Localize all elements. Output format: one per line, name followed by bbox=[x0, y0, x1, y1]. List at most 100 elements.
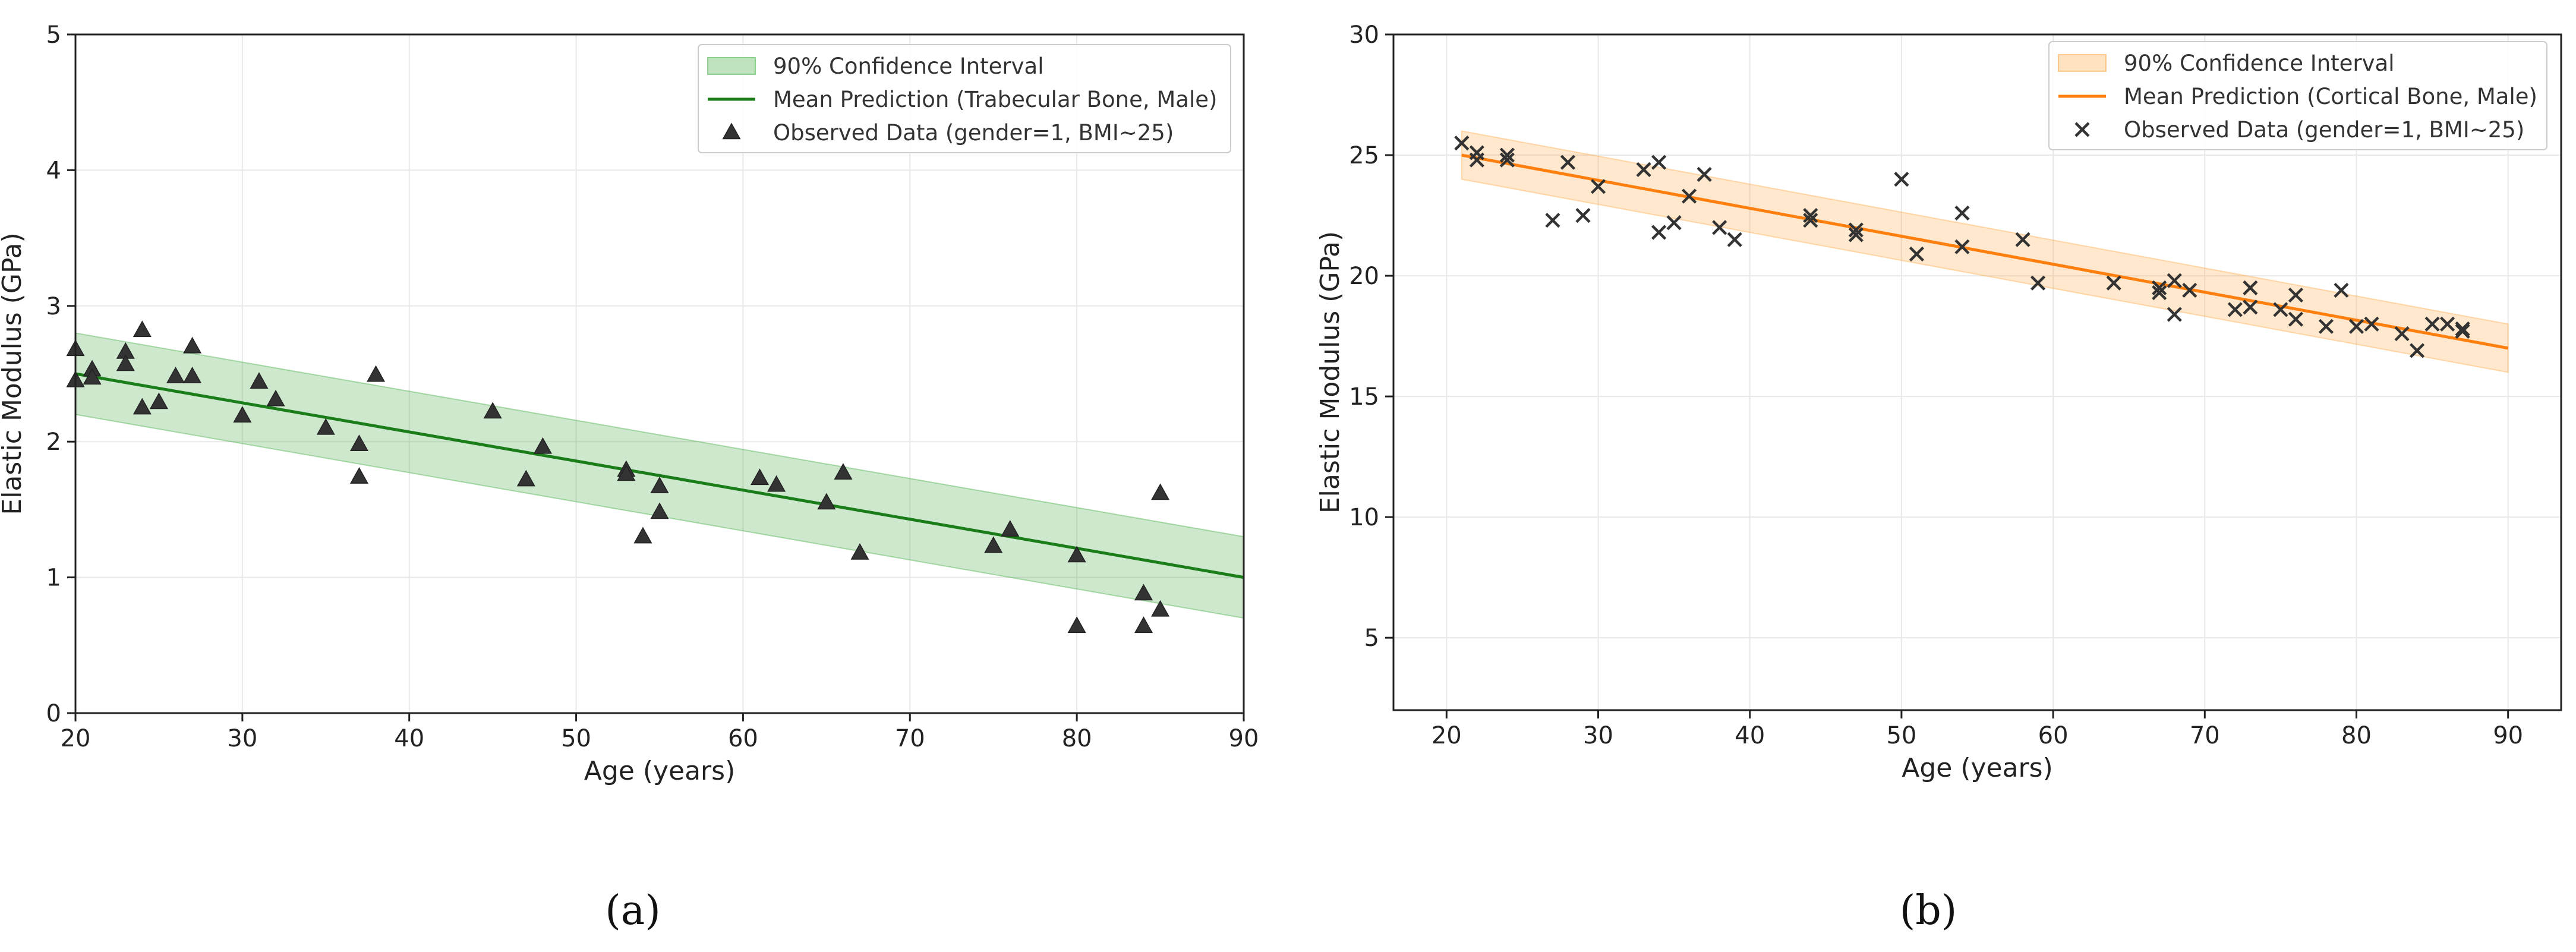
data-point-marker bbox=[750, 468, 770, 486]
data-point-marker bbox=[233, 406, 252, 423]
x-tick-label: 90 bbox=[1229, 725, 1259, 752]
data-point-marker bbox=[1697, 166, 1712, 182]
data-point-marker bbox=[1499, 152, 1515, 168]
chart-panel-b: 20 30 40 50 60 70 80 90 5 10 15 20 25 30 Age (years) El… bbox=[1315, 21, 2562, 783]
x-tick-label: 20 bbox=[61, 725, 91, 752]
data-point-marker bbox=[2455, 321, 2470, 336]
data-point-marker bbox=[83, 368, 102, 385]
x-tick-label: 60 bbox=[728, 725, 758, 752]
data-point-marker bbox=[367, 365, 386, 382]
data-point-marker bbox=[650, 502, 669, 519]
data-point-marker bbox=[1469, 152, 1484, 168]
data-point-marker bbox=[1651, 155, 1667, 170]
x-tick-label: 80 bbox=[1062, 725, 1092, 752]
data-point-marker bbox=[2348, 319, 2364, 334]
x-tick-label: 30 bbox=[227, 725, 257, 752]
data-point-marker bbox=[617, 464, 636, 481]
data-point-marker bbox=[316, 418, 335, 435]
data-point-marker bbox=[1151, 483, 1170, 500]
data-point-marker bbox=[2243, 280, 2258, 295]
data-point-marker bbox=[1909, 246, 1925, 262]
data-point-marker bbox=[1848, 227, 1864, 242]
y-tick-label: 20 bbox=[1349, 263, 1379, 290]
data-point-marker bbox=[2243, 300, 2258, 315]
data-point-marker bbox=[250, 372, 269, 389]
legend-label: 90% Confidence Interval bbox=[2124, 51, 2395, 76]
y-tick-label: 5 bbox=[1364, 625, 1379, 652]
x-tick-label: 60 bbox=[2038, 722, 2069, 749]
legend-swatch-band bbox=[2058, 54, 2107, 72]
legend-swatch-marker bbox=[2074, 122, 2090, 137]
data-point-marker bbox=[166, 367, 185, 383]
y-tick-label: 3 bbox=[46, 293, 61, 320]
data-point-marker bbox=[349, 434, 368, 452]
y-tick-label: 5 bbox=[46, 21, 61, 49]
y-tick-label: 10 bbox=[1349, 504, 1379, 531]
data-point-marker bbox=[2030, 275, 2046, 291]
data-point-marker bbox=[2167, 307, 2182, 322]
legend-label: Observed Data (gender=1, BMI~25) bbox=[2124, 117, 2524, 143]
data-point-marker bbox=[1134, 584, 1153, 601]
data-point-marker bbox=[2424, 316, 2440, 332]
panel-label-a: (a) bbox=[605, 887, 661, 934]
y-tick-label: 15 bbox=[1349, 383, 1379, 411]
y-axis-label: Elastic Modulus (GPa) bbox=[1315, 231, 1345, 513]
y-axis-label: Elastic Modulus (GPa) bbox=[0, 232, 27, 515]
data-point-marker bbox=[1134, 616, 1153, 633]
x-axis-label: Age (years) bbox=[1902, 753, 2053, 783]
data-point-marker bbox=[2288, 287, 2304, 303]
data-point-marker bbox=[1954, 239, 1970, 254]
data-point-marker bbox=[1499, 147, 1515, 163]
data-point-marker bbox=[834, 463, 853, 480]
data-point-marker bbox=[1803, 213, 1818, 228]
data-point-marker bbox=[1067, 546, 1086, 563]
x-tick-label: 90 bbox=[2493, 722, 2523, 749]
x-tick-label: 70 bbox=[2190, 722, 2220, 749]
legend-label: 90% Confidence Interval bbox=[773, 53, 1044, 79]
data-point-marker bbox=[149, 392, 168, 409]
plot-area-frame bbox=[74, 33, 1245, 714]
data-point-marker bbox=[633, 527, 652, 544]
data-point-marker bbox=[1848, 222, 1864, 238]
x-tick-label: 30 bbox=[1583, 722, 1613, 749]
data-point-marker bbox=[1560, 155, 1576, 170]
data-point-marker bbox=[817, 493, 836, 510]
data-point-marker bbox=[1682, 188, 1697, 204]
y-tick-label: 25 bbox=[1349, 142, 1379, 169]
mean-prediction-line bbox=[1461, 153, 2509, 350]
data-point-marker bbox=[2227, 302, 2243, 317]
data-point-marker bbox=[183, 336, 202, 354]
data-point-marker bbox=[1712, 220, 1727, 235]
data-point-marker bbox=[2318, 319, 2334, 334]
x-axis-label: Age (years) bbox=[584, 756, 736, 786]
data-point-marker bbox=[650, 477, 669, 493]
data-point-marker bbox=[266, 389, 285, 406]
y-tick-label: 4 bbox=[46, 157, 61, 184]
y-tick-label: 30 bbox=[1349, 21, 1379, 49]
data-point-marker bbox=[349, 467, 368, 484]
data-point-marker bbox=[2455, 323, 2470, 339]
data-point-marker bbox=[1575, 207, 1591, 223]
data-point-marker bbox=[483, 402, 502, 419]
data-point-marker bbox=[133, 398, 152, 415]
x-tick-label: 80 bbox=[2341, 722, 2372, 749]
data-point-marker bbox=[133, 320, 152, 338]
data-point-marker bbox=[516, 469, 535, 487]
data-point-marker bbox=[1803, 207, 1818, 223]
data-point-marker bbox=[1636, 162, 1651, 177]
legend-swatch-marker bbox=[722, 122, 741, 140]
panel-label-b: (b) bbox=[1900, 887, 1957, 934]
data-point-marker bbox=[850, 543, 869, 560]
data-point-marker bbox=[767, 475, 786, 492]
data-point-marker bbox=[2394, 326, 2410, 342]
data-point-marker bbox=[1545, 213, 1560, 228]
data-point-marker bbox=[2288, 311, 2304, 327]
data-point-marker bbox=[984, 536, 1003, 553]
data-point-marker bbox=[116, 354, 135, 371]
x-tick-label: 40 bbox=[394, 725, 424, 752]
legend: 90% Confidence Interval Mean Prediction (… bbox=[2048, 41, 2547, 150]
legend-label: Mean Prediction (Cortical Bone, Male) bbox=[2124, 84, 2537, 109]
legend-label: Observed Data (gender=1, BMI~25) bbox=[773, 120, 1174, 146]
